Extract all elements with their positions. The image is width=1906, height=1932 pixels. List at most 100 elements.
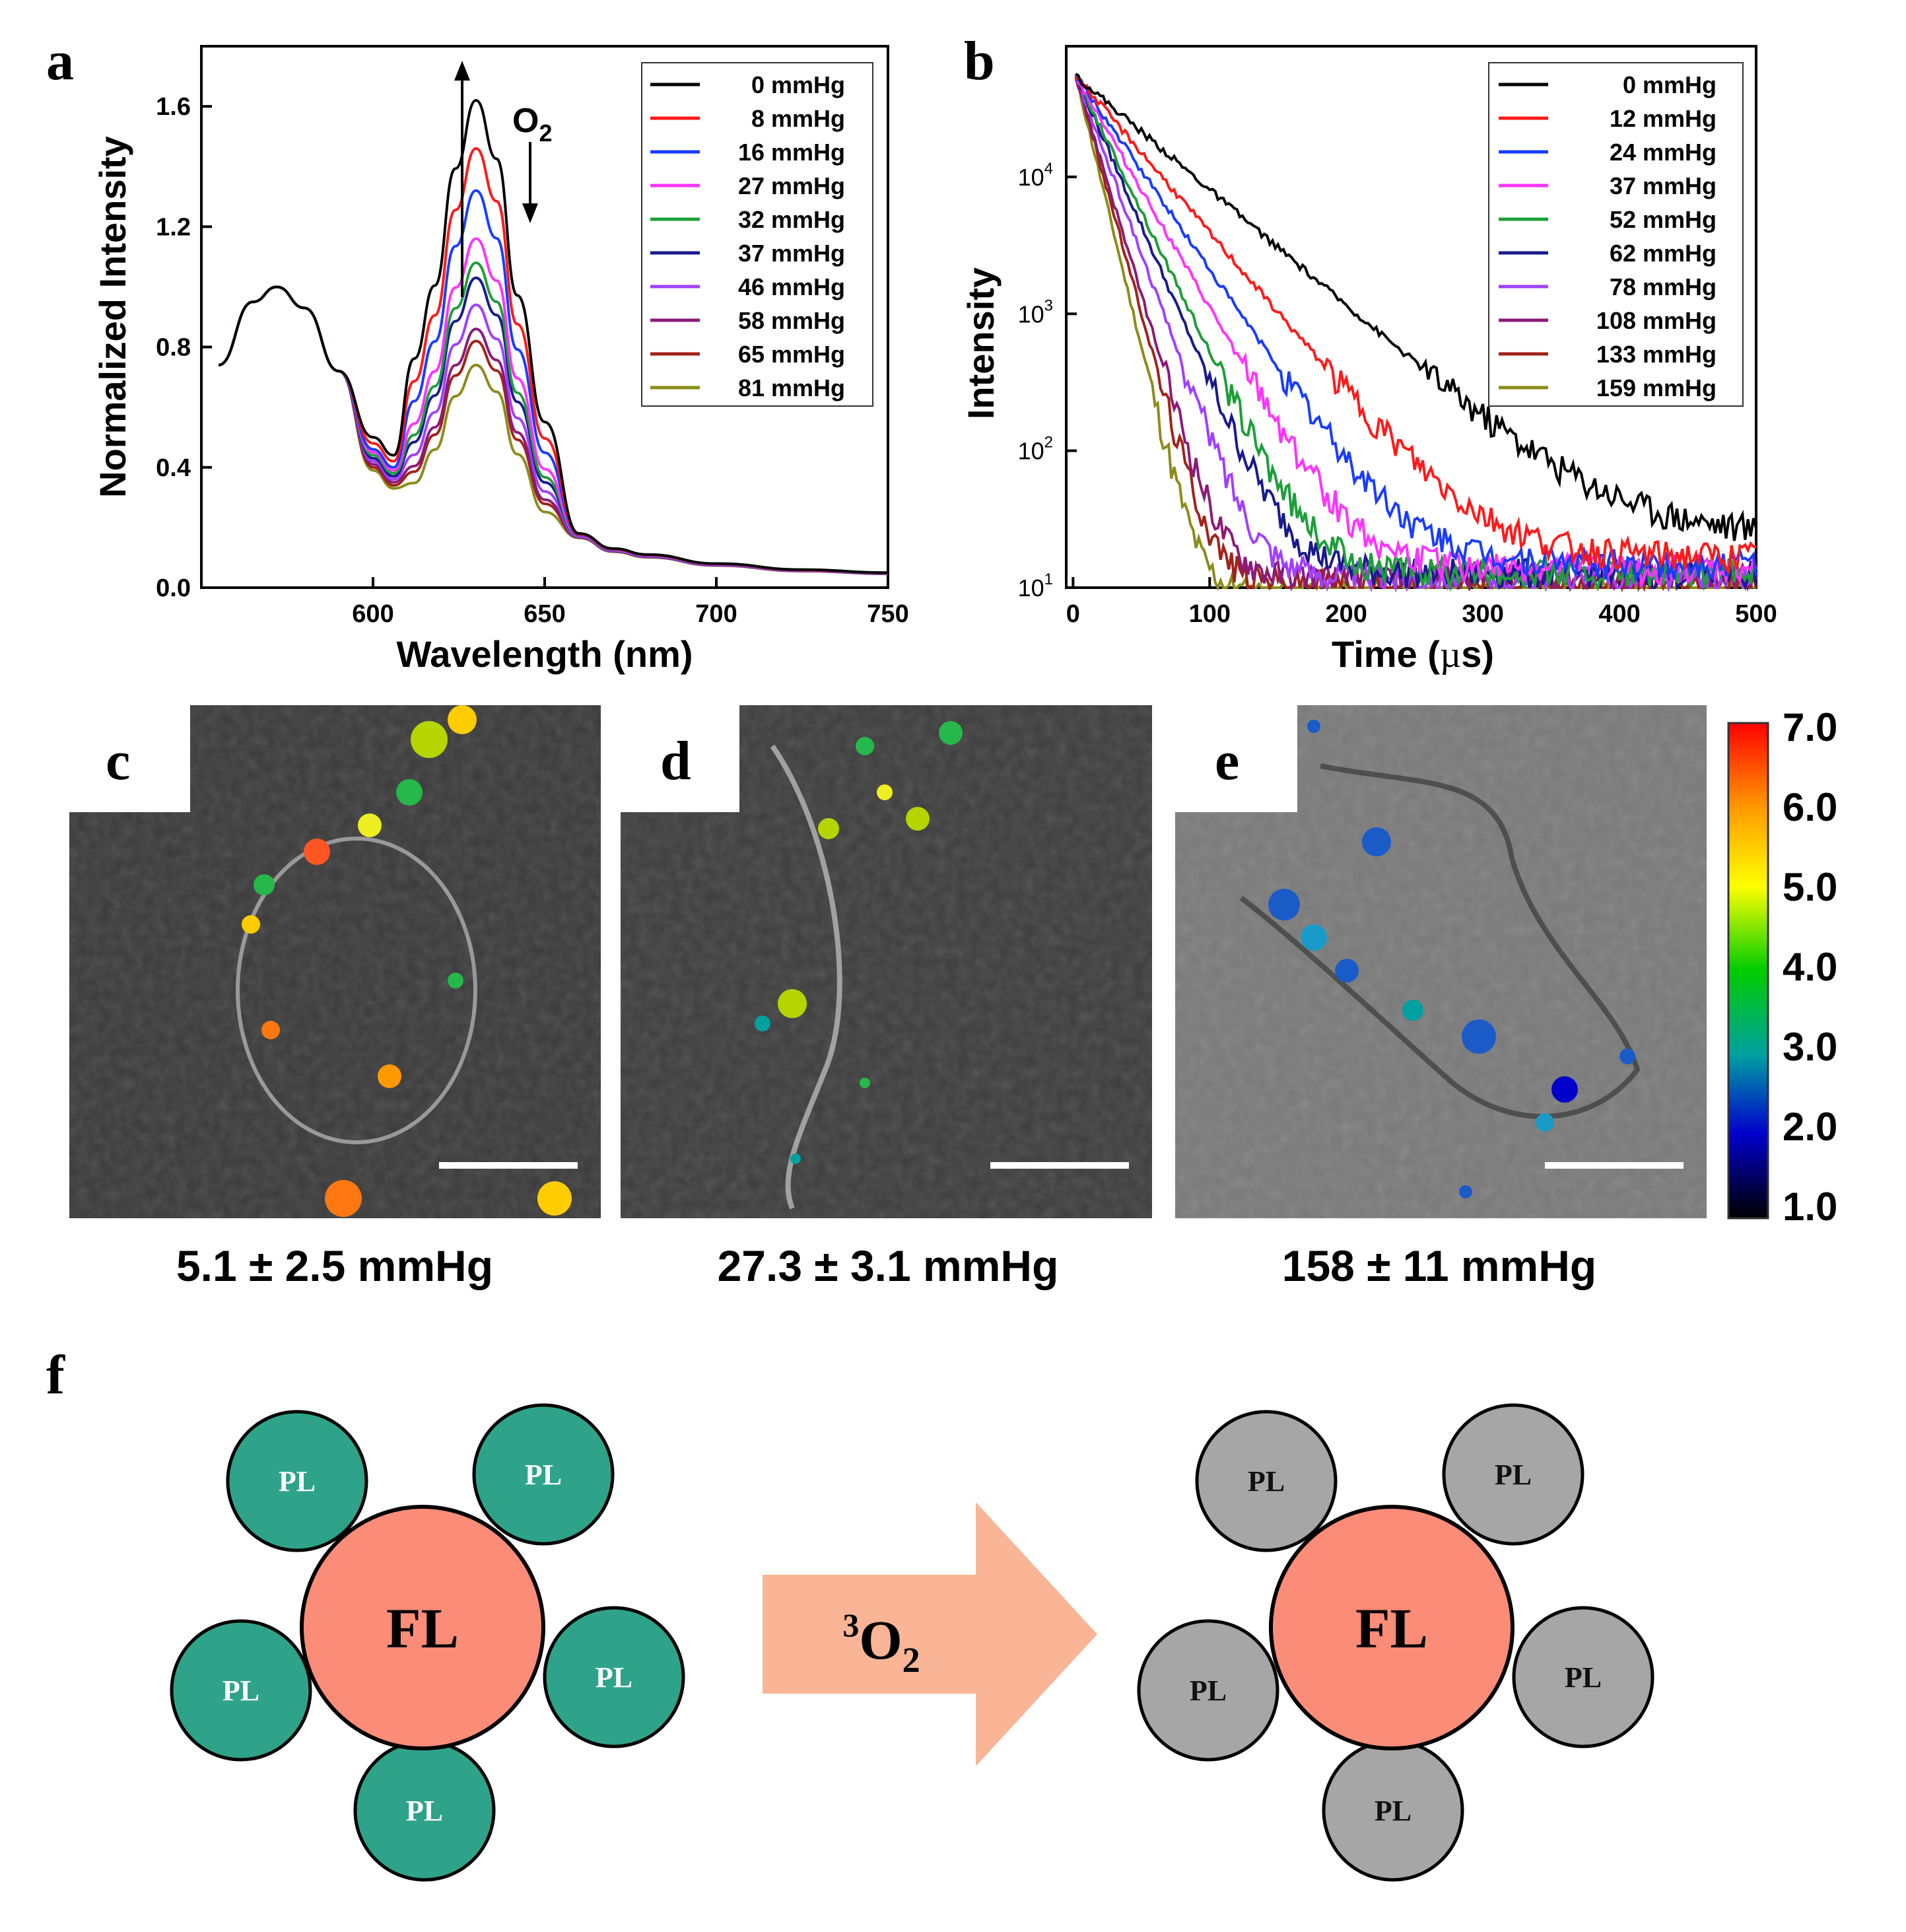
legend-label: 52 mmHg — [1610, 206, 1717, 233]
caption-e: 158 ± 11 mmHg — [1282, 1241, 1596, 1290]
spot — [242, 915, 260, 934]
spot — [1268, 889, 1300, 920]
legend-label: 32 mmHg — [738, 206, 845, 233]
chart-b: 0 100 200 300 400 500 101 102 103 104 0 mmHg 12 mm… — [960, 45, 1777, 675]
pl-label: PL — [406, 1795, 443, 1827]
fl-label: FL — [386, 1597, 459, 1660]
micrograph-c: 5.1 ± 2.5 mmHg — [69, 705, 601, 1290]
pl-satellite-quenched — [1442, 1403, 1584, 1546]
micrograph-e: 158 ± 11 mmHg — [1175, 705, 1707, 1290]
panel-label-c: c — [106, 730, 130, 792]
panel-label-e: e — [1215, 730, 1239, 792]
up-arrow-head — [454, 61, 470, 81]
chart-a: 600 650 700 750 0.0 0.4 0.8 1.2 1.6 O2 0 mmHg 8 m… — [92, 45, 909, 675]
y-tick-label: 1.6 — [156, 93, 191, 121]
spot — [261, 1021, 280, 1039]
y-tick-label: 1.2 — [156, 213, 191, 241]
spot — [378, 1064, 401, 1088]
chart-b-ylabel: Intensity — [960, 267, 1002, 419]
spot — [1402, 1000, 1423, 1021]
legend-label: 24 mmHg — [1610, 139, 1717, 166]
chart-a-legend-box — [641, 62, 873, 407]
pl-label: PL — [1248, 1465, 1285, 1498]
colorbar-tick-6: 6.0 — [1783, 785, 1837, 829]
scale-bar-d — [990, 1162, 1129, 1169]
chart-a-ticks: 600 650 700 750 0.0 0.4 0.8 1.2 1.6 — [156, 93, 909, 628]
series-line — [218, 98, 889, 574]
caption-c: 5.1 ± 2.5 mmHg — [176, 1241, 493, 1290]
spot — [1459, 1185, 1472, 1198]
chart-a-ylabel: Normalized Intensity — [92, 136, 133, 498]
scale-bar-e — [1545, 1162, 1684, 1169]
series-line — [1074, 73, 1757, 588]
spot — [1335, 959, 1359, 983]
spot — [304, 839, 330, 865]
spot — [1536, 1113, 1554, 1132]
legend-label: 27 mmHg — [738, 172, 845, 199]
colorbar-tick-2: 2.0 — [1783, 1105, 1837, 1149]
x-tick-label: 750 — [867, 600, 908, 628]
spot — [448, 705, 477, 734]
fl-core — [300, 1505, 545, 1750]
pl-satellite-quenched — [1512, 1606, 1654, 1748]
pl-label: PL — [596, 1661, 632, 1694]
y-tick-label: 0.4 — [156, 454, 191, 482]
x-tick-label: 700 — [695, 600, 737, 628]
o2-label: O2 — [512, 102, 552, 147]
y-tick-label: 101 — [1018, 570, 1053, 602]
spot — [1301, 924, 1327, 951]
spot — [1362, 827, 1391, 856]
chart-a-curves — [218, 98, 889, 576]
pl-label: PL — [222, 1674, 259, 1707]
spot — [537, 1181, 572, 1216]
panel-label-a: a — [46, 30, 74, 92]
panel-label-f: f — [46, 1344, 65, 1406]
scheme-left: FL PL PL PL PL PL — [170, 1403, 685, 1882]
pl-label: PL — [1495, 1459, 1532, 1491]
spot — [448, 973, 463, 988]
pl-label: PL — [1565, 1661, 1602, 1694]
fl-core — [1269, 1505, 1515, 1750]
phosphorescence-spots — [1268, 720, 1635, 1198]
chart-b-legend-items: 0 mmHg 12 mmHg 24 mmHg 37 mmHg 52 mmHg 62 mmH… — [1499, 71, 1717, 401]
colorbar: 7.0 6.0 5.0 4.0 3.0 2.0 1.0 — [1727, 705, 1837, 1229]
pl-satellite — [543, 1606, 685, 1748]
chart-b-ticks: 0 100 200 300 400 500 101 102 103 104 — [1018, 160, 1777, 628]
legend-label: 108 mmHg — [1596, 307, 1717, 334]
spot — [818, 818, 839, 839]
spot — [906, 807, 930, 831]
legend-label: 78 mmHg — [1610, 273, 1717, 300]
chart-b-curves — [1074, 73, 1757, 593]
legend-label: 159 mmHg — [1596, 374, 1717, 401]
pl-label: PL — [1375, 1795, 1412, 1827]
spot — [1462, 1019, 1496, 1054]
colorbar-tick-3: 3.0 — [1783, 1025, 1837, 1069]
y-tick-label: 0.8 — [156, 334, 191, 362]
pl-satellite — [472, 1403, 615, 1546]
x-tick-label: 300 — [1462, 600, 1503, 628]
pl-satellite — [170, 1619, 312, 1762]
x-tick-label: 0 — [1066, 600, 1080, 628]
legend-label: 133 mmHg — [1596, 341, 1717, 368]
x-tick-label: 200 — [1326, 600, 1367, 628]
y-tick-label: 0.0 — [156, 574, 191, 602]
spot — [396, 779, 423, 806]
legend-label: 46 mmHg — [738, 273, 845, 300]
legend-label: 37 mmHg — [738, 240, 845, 267]
spot — [790, 1154, 801, 1164]
legend-label: 37 mmHg — [1610, 172, 1717, 199]
spot — [877, 784, 893, 800]
colorbar-gradient — [1727, 722, 1769, 1220]
x-tick-label: 100 — [1189, 600, 1231, 628]
legend-label: 81 mmHg — [738, 374, 845, 401]
colorbar-tick-7: 7.0 — [1783, 705, 1837, 749]
scheme-right: FL PL PL PL PL PL — [1137, 1403, 1654, 1882]
series-line — [1075, 76, 1757, 576]
spot — [939, 721, 963, 745]
cell-outline — [236, 837, 477, 1144]
spot — [1307, 720, 1320, 733]
scheme-arrow: 3O2 — [763, 1502, 1097, 1766]
chart-b-legend-box — [1488, 62, 1744, 407]
colorbar-tick-4: 4.0 — [1783, 945, 1837, 989]
spot — [860, 1078, 870, 1088]
